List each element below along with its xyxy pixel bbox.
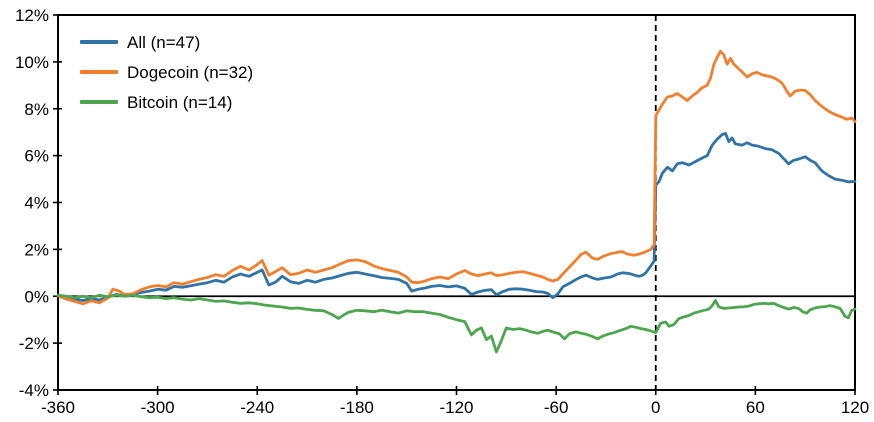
legend-line-sample-bitcoin	[80, 100, 118, 104]
x-tick-label: -360	[41, 398, 75, 417]
y-tick-label: 10%	[15, 53, 49, 72]
y-tick-label: 4%	[24, 194, 49, 213]
x-tick-label: 0	[651, 398, 660, 417]
series-line-dogecoin	[56, 49, 857, 306]
y-tick-label: 6%	[24, 147, 49, 166]
x-tick-label: 120	[841, 398, 869, 417]
y-tick-label: 8%	[24, 100, 49, 119]
legend-item-all: All (n=47)	[80, 27, 253, 57]
x-tick-label: -120	[439, 398, 473, 417]
legend-label-all: All (n=47)	[127, 32, 201, 52]
legend-item-bitcoin: Bitcoin (n=14)	[80, 87, 253, 117]
y-tick-label: 2%	[24, 240, 49, 259]
y-tick-label: 0%	[24, 287, 49, 306]
y-tick-label: -4%	[19, 381, 49, 400]
series-line-bitcoin	[56, 293, 857, 354]
legend-line-sample-all	[80, 40, 118, 44]
x-tick-label: -240	[240, 398, 274, 417]
y-tick-label: -2%	[19, 334, 49, 353]
legend-label-bitcoin: Bitcoin (n=14)	[127, 92, 233, 112]
x-tick-label: -300	[141, 398, 175, 417]
legend-label-dogecoin: Dogecoin (n=32)	[127, 62, 254, 82]
x-tick-label: 60	[746, 398, 765, 417]
legend-item-dogecoin: Dogecoin (n=32)	[80, 57, 253, 87]
x-tick-label: -60	[544, 398, 569, 417]
plot-frame	[57, 14, 856, 391]
series-line-all	[56, 131, 857, 302]
legend-line-sample-dogecoin	[80, 70, 118, 74]
x-tick-label: -180	[340, 398, 374, 417]
y-tick-label: 12%	[15, 6, 49, 25]
legend: All (n=47) Dogecoin (n=32) Bitcoin (n=14…	[80, 27, 253, 117]
